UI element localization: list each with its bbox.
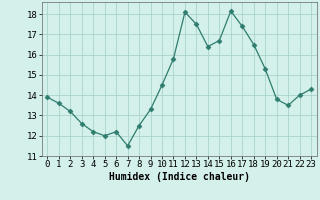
X-axis label: Humidex (Indice chaleur): Humidex (Indice chaleur) <box>109 172 250 182</box>
